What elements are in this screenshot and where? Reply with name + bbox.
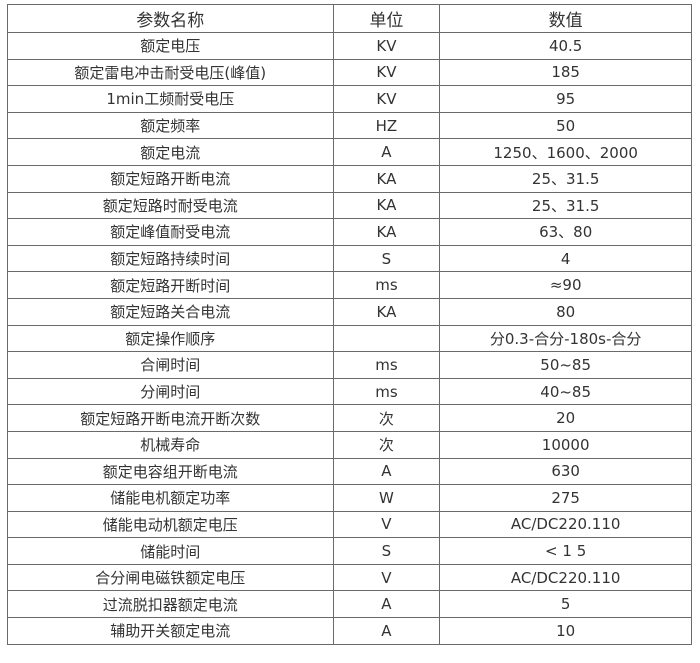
table-row: 1min工频耐受电压 KV 95 <box>7 85 692 113</box>
cell-value: 80 <box>439 297 692 326</box>
cell-name: 额定短路开断电流开断次数 <box>7 404 334 432</box>
cell-value: 10 <box>439 617 692 645</box>
cell-value: AC/DC220.110 <box>439 563 692 592</box>
cell-unit: ms <box>332 271 441 299</box>
cell-value: 50 <box>439 111 692 140</box>
table-row: 机械寿命次 10000 <box>7 430 692 459</box>
cell-unit: A <box>332 617 441 645</box>
table-row: 储能时间 S < 1 5 <box>7 537 692 565</box>
cell-unit: A <box>332 457 441 486</box>
cell-value: 275 <box>439 484 692 512</box>
cell-value: 20 <box>439 404 692 432</box>
table-row: 分闸时间 ms 40~85 <box>7 377 692 406</box>
cell-name: 储能电机额定功率 <box>7 484 334 512</box>
table-row: 过流脱扣器额定电流 A 5 <box>7 590 692 619</box>
cell-unit: A <box>332 138 441 166</box>
cell-unit: KA <box>332 164 441 193</box>
cell-name: 合分闸电磁铁额定电压 <box>7 563 334 592</box>
cell-name: 分闸时间 <box>7 377 334 406</box>
cell-unit: S <box>332 537 441 565</box>
table-row: 额定短路开断电流开断次数次 20 <box>7 404 692 432</box>
table-row: 额定电容组开断电流 A 630 <box>7 457 692 486</box>
cell-unit: KV <box>332 58 441 87</box>
cell-name: 1min工频耐受电压 <box>7 85 334 113</box>
header-value: 数值 <box>439 4 692 33</box>
cell-name: 额定短路持续时间 <box>7 244 334 273</box>
cell-value: < 1 5 <box>439 537 692 565</box>
cell-value: 10000 <box>439 430 692 459</box>
cell-name: 额定电容组开断电流 <box>7 457 334 486</box>
cell-value: 1250、1600、2000 <box>439 138 692 166</box>
cell-name: 辅助开关额定电流 <box>7 617 334 645</box>
cell-value: 25、31.5 <box>439 164 692 193</box>
cell-unit: S <box>332 244 441 273</box>
cell-name: 额定短路开断时间 <box>7 271 334 299</box>
cell-value: 95 <box>439 85 692 113</box>
cell-value: 630 <box>439 457 692 486</box>
cell-name: 储能时间 <box>7 537 334 565</box>
cell-value: 50~85 <box>439 351 692 379</box>
cell-value: 63、80 <box>439 218 692 246</box>
table-row: 合闸时间 ms 50~85 <box>7 351 692 379</box>
cell-unit: ms <box>332 351 441 379</box>
parameter-table: 参数名称 单位 数值 额定电压 KV 40.5 额定雷电冲击耐受电压(峰值) KV 185… <box>7 4 692 645</box>
table-row: 额定雷电冲击耐受电压(峰值) KV 185 <box>7 58 692 87</box>
table-row: 储能电机额定功率 W 275 <box>7 484 692 512</box>
cell-unit <box>332 324 441 353</box>
cell-name: 额定短路开断电流 <box>7 164 334 193</box>
table-row: 额定频率 HZ 50 <box>7 111 692 140</box>
cell-value: 185 <box>439 58 692 87</box>
cell-unit: HZ <box>332 111 441 140</box>
cell-value: 5 <box>439 590 692 619</box>
cell-unit: KA <box>332 191 441 220</box>
cell-name: 机械寿命 <box>7 430 334 459</box>
cell-value: 分0.3-合分-180s-合分 <box>439 324 692 353</box>
cell-unit: KA <box>332 218 441 246</box>
cell-name: 储能电动机额定电压 <box>7 510 334 539</box>
cell-unit: ms <box>332 377 441 406</box>
cell-value: 25、31.5 <box>439 191 692 220</box>
cell-unit: KA <box>332 297 441 326</box>
cell-value: 40.5 <box>439 32 692 60</box>
cell-name: 合闸时间 <box>7 351 334 379</box>
cell-value: ≈90 <box>439 271 692 299</box>
table-row: 辅助开关额定电流 A 10 <box>7 617 692 645</box>
table-row: 额定操作顺序 分0.3-合分-180s-合分 <box>7 324 692 353</box>
table-row: 储能电动机额定电压 V AC/DC220.110 <box>7 510 692 539</box>
cell-unit: 次 <box>332 404 441 432</box>
cell-value: AC/DC220.110 <box>439 510 692 539</box>
header-name: 参数名称 <box>7 4 334 33</box>
table-row: 额定短路持续时间 S 4 <box>7 244 692 273</box>
cell-name: 额定电流 <box>7 138 334 166</box>
cell-name: 额定短路时耐受电流 <box>7 191 334 220</box>
cell-unit: 次 <box>332 430 441 459</box>
table-row: 合分闸电磁铁额定电压 V AC/DC220.110 <box>7 563 692 592</box>
table-row: 额定电压 KV 40.5 <box>7 32 692 60</box>
cell-name: 额定峰值耐受电流 <box>7 218 334 246</box>
table-row: 额定短路关合电流 KA 80 <box>7 297 692 326</box>
cell-unit: W <box>332 484 441 512</box>
cell-name: 额定雷电冲击耐受电压(峰值) <box>7 58 334 87</box>
table-row: 额定短路开断电流 KA 25、31.5 <box>7 164 692 193</box>
cell-unit: V <box>332 563 441 592</box>
table-row: 额定短路开断时间 ms ≈90 <box>7 271 692 299</box>
cell-name: 额定电压 <box>7 32 334 60</box>
cell-name: 过流脱扣器额定电流 <box>7 590 334 619</box>
header-row: 参数名称 单位 数值 <box>7 4 692 33</box>
cell-unit: KV <box>332 32 441 60</box>
cell-name: 额定操作顺序 <box>7 324 334 353</box>
table-row: 额定短路时耐受电流 KA 25、31.5 <box>7 191 692 220</box>
table-row: 额定峰值耐受电流 KA 63、80 <box>7 218 692 246</box>
cell-unit: A <box>332 590 441 619</box>
cell-name: 额定频率 <box>7 111 334 140</box>
table-row: 额定电流 A 1250、1600、2000 <box>7 138 692 166</box>
cell-value: 40~85 <box>439 377 692 406</box>
cell-value: 4 <box>439 244 692 273</box>
header-unit: 单位 <box>332 4 441 33</box>
cell-unit: V <box>332 510 441 539</box>
cell-name: 额定短路关合电流 <box>7 297 334 326</box>
cell-unit: KV <box>332 85 441 113</box>
